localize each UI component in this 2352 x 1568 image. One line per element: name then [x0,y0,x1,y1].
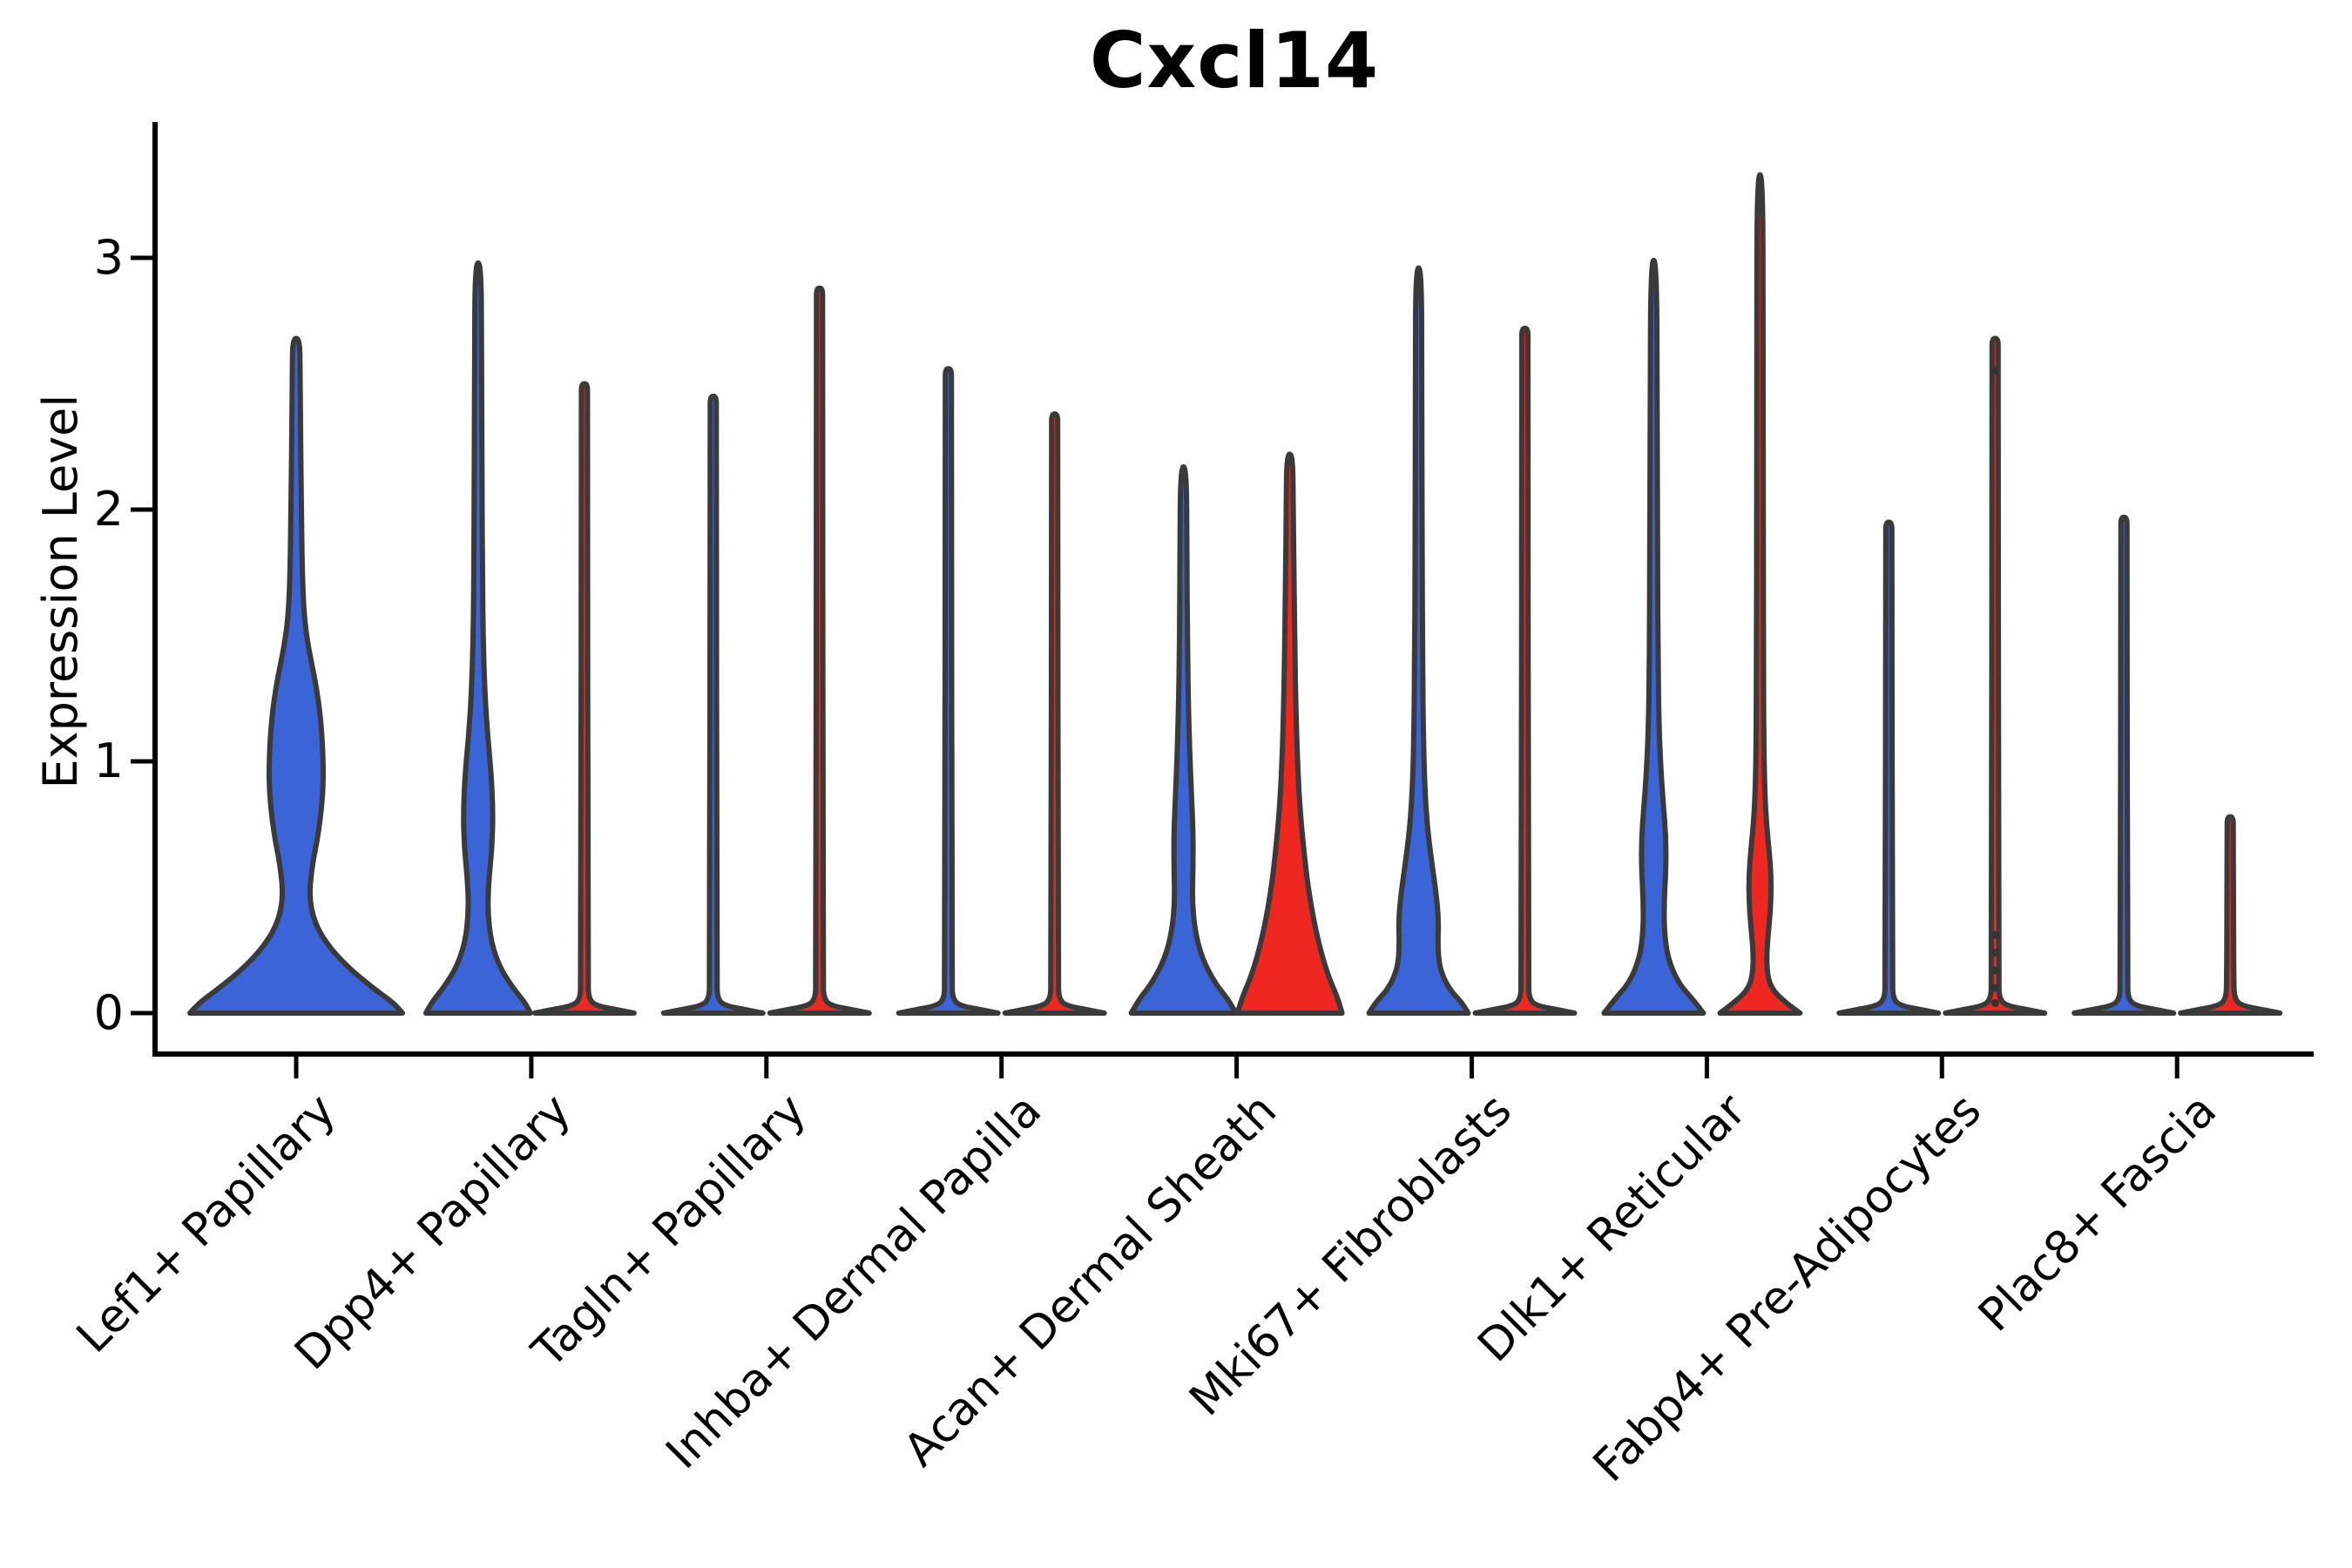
violin-fabp4-pre-adipocytes-red [1943,335,2048,1016]
violin-tagln-papillary-red [767,285,872,1016]
violin-lef1-papillary-blue [187,335,405,1016]
chart-title: Cxcl14 [1089,16,1380,105]
violin-dlk1-reticular-blue [1601,257,1707,1016]
violin-dlk1-reticular-red [1717,172,1803,1016]
violin-dpp4-papillary-red [531,381,637,1016]
y-tick-label: 3 [93,230,124,285]
jitter-point [1990,998,1999,1007]
jitter-point [1990,966,1999,975]
jitter-point [1990,983,1999,992]
violin-inhba-dermal-papilla-blue [896,366,1001,1016]
y-tick-label: 0 [93,985,124,1040]
jitter-point [1990,930,1999,939]
violin-dpp4-papillary-blue [422,260,533,1016]
violin-plac8-fascia-blue [2072,514,2177,1016]
violin-tagln-papillary-blue [660,393,766,1016]
violin-fabp4-pre-adipocytes-blue [1836,519,1942,1016]
jitter-point [1990,949,1999,957]
violin-plac8-fascia-red [2178,814,2283,1016]
jitter-point [1990,367,1999,375]
y-tick-label: 2 [93,482,124,537]
violin-mki67-fibroblasts-red [1472,325,1578,1016]
violin-mki67-fibroblasts-blue [1366,265,1471,1016]
violin-acan-dermal-sheath-blue [1128,463,1239,1016]
y-tick-label: 1 [93,733,124,788]
violin-inhba-dermal-papilla-red [1002,411,1107,1016]
violin-acan-dermal-sheath-red [1234,451,1345,1016]
